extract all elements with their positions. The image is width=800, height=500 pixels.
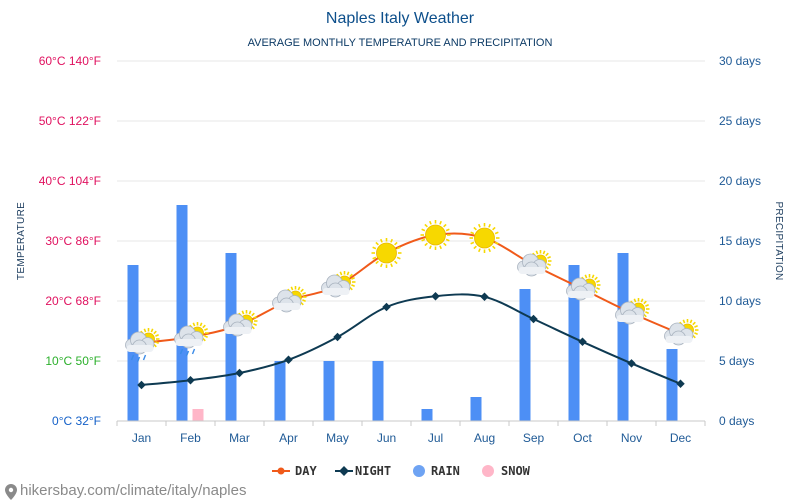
sun-icon <box>371 238 402 268</box>
cloud-sun-rain-icon <box>174 322 209 357</box>
left-axis-ticks: 0°C 32°F 10°C 50°F 20°C 68°F 30°C 86°F 40°C … <box>39 54 101 428</box>
rain-bar <box>666 349 678 421</box>
rain-bar <box>470 397 482 421</box>
temperature-lines <box>137 232 685 390</box>
left-axis-label: TEMPERATURE <box>16 202 27 280</box>
right-tick-label: 25 days <box>719 114 761 128</box>
left-tick-label: 40°C 104°F <box>39 174 101 188</box>
night-point <box>676 379 685 389</box>
night-point <box>529 314 538 324</box>
snow-bar <box>192 409 204 421</box>
left-tick-label: 30°C 86°F <box>45 234 101 248</box>
night-point <box>235 368 244 378</box>
rain-bar <box>519 289 531 421</box>
month-label: Dec <box>670 431 691 445</box>
night-point <box>382 302 391 312</box>
night-point <box>284 355 293 365</box>
month-label: Nov <box>621 431 642 445</box>
month-label: Apr <box>279 431 298 445</box>
right-tick-label: 0 days <box>719 414 754 428</box>
right-tick-label: 15 days <box>719 234 761 248</box>
legend-night-label: NIGHT <box>355 464 391 478</box>
cloud-sun-rain-icon <box>125 328 160 363</box>
month-label: May <box>326 431 349 445</box>
day-line <box>141 232 681 344</box>
rain-bar <box>421 409 433 421</box>
right-axis-label: PRECIPITATION <box>773 201 784 280</box>
right-tick-label: 30 days <box>719 54 761 68</box>
left-tick-label: 60°C 140°F <box>39 54 101 68</box>
legend-snow-marker <box>482 465 494 477</box>
right-axis-ticks: 0 days 5 days 10 days 15 days 20 days 25 days… <box>719 54 761 428</box>
cloud-sun-icon <box>272 286 307 313</box>
legend: DAY NIGHT RAIN SNOW <box>272 464 531 478</box>
source-link[interactable]: hikersbay.com/climate/italy/naples <box>5 482 246 500</box>
rain-bar <box>176 205 188 421</box>
night-point <box>480 292 489 302</box>
month-label: Jun <box>377 431 396 445</box>
left-tick-label: 0°C 32°F <box>52 414 101 428</box>
night-point <box>137 380 146 390</box>
source-url: hikersbay.com/climate/italy/naples <box>20 482 246 499</box>
chart-title: Naples Italy Weather <box>326 10 475 27</box>
cloud-sun-icon <box>664 319 699 346</box>
left-tick-label: 10°C 50°F <box>45 354 101 368</box>
night-point <box>186 375 195 385</box>
legend-item-snow[interactable]: SNOW <box>482 464 531 478</box>
legend-snow-label: SNOW <box>501 464 531 478</box>
legend-item-day[interactable]: DAY <box>272 464 317 478</box>
night-point <box>431 291 440 301</box>
month-label: Aug <box>474 431 495 445</box>
month-label: Sep <box>523 431 545 445</box>
cloud-sun-icon <box>615 298 650 325</box>
right-tick-label: 5 days <box>719 354 754 368</box>
month-label: Jul <box>428 431 443 445</box>
location-pin-icon <box>5 484 17 500</box>
sun-icon <box>469 223 500 253</box>
left-tick-label: 20°C 68°F <box>45 294 101 308</box>
month-label: Oct <box>573 431 592 445</box>
legend-day-marker <box>277 467 285 475</box>
left-tick-label: 50°C 122°F <box>39 114 101 128</box>
weather-icons <box>125 220 699 363</box>
legend-rain-marker <box>413 465 425 477</box>
legend-night-marker <box>339 466 349 476</box>
chart-subtitle: AVERAGE MONTHLY TEMPERATURE AND PRECIPIT… <box>248 37 553 49</box>
legend-rain-label: RAIN <box>431 464 460 478</box>
right-tick-label: 20 days <box>719 174 761 188</box>
cloud-sun-icon <box>223 310 258 337</box>
month-label: Mar <box>229 431 250 445</box>
month-label: Feb <box>180 431 201 445</box>
grid <box>117 60 705 422</box>
legend-item-rain[interactable]: RAIN <box>413 464 460 478</box>
legend-item-night[interactable]: NIGHT <box>335 464 391 478</box>
x-axis: Jan Feb Mar Apr May Jun Jul Aug Sep Oct Nov Dec <box>116 420 706 445</box>
night-point <box>627 359 636 368</box>
rain-bar <box>568 265 580 421</box>
rain-bar <box>225 253 237 421</box>
cloud-sun-icon <box>517 250 552 277</box>
rain-bar <box>372 361 384 421</box>
night-line <box>141 293 681 386</box>
night-point <box>333 332 342 342</box>
rain-bar <box>323 361 335 421</box>
cloud-sun-icon <box>566 274 601 301</box>
rain-bar <box>274 361 286 421</box>
legend-day-label: DAY <box>295 464 317 478</box>
night-point <box>578 337 587 347</box>
month-label: Jan <box>132 431 151 445</box>
right-tick-label: 10 days <box>719 294 761 308</box>
precipitation-bars <box>127 205 678 421</box>
cloud-sun-icon <box>321 271 356 298</box>
rain-bar <box>617 253 629 421</box>
sun-icon <box>420 220 451 250</box>
